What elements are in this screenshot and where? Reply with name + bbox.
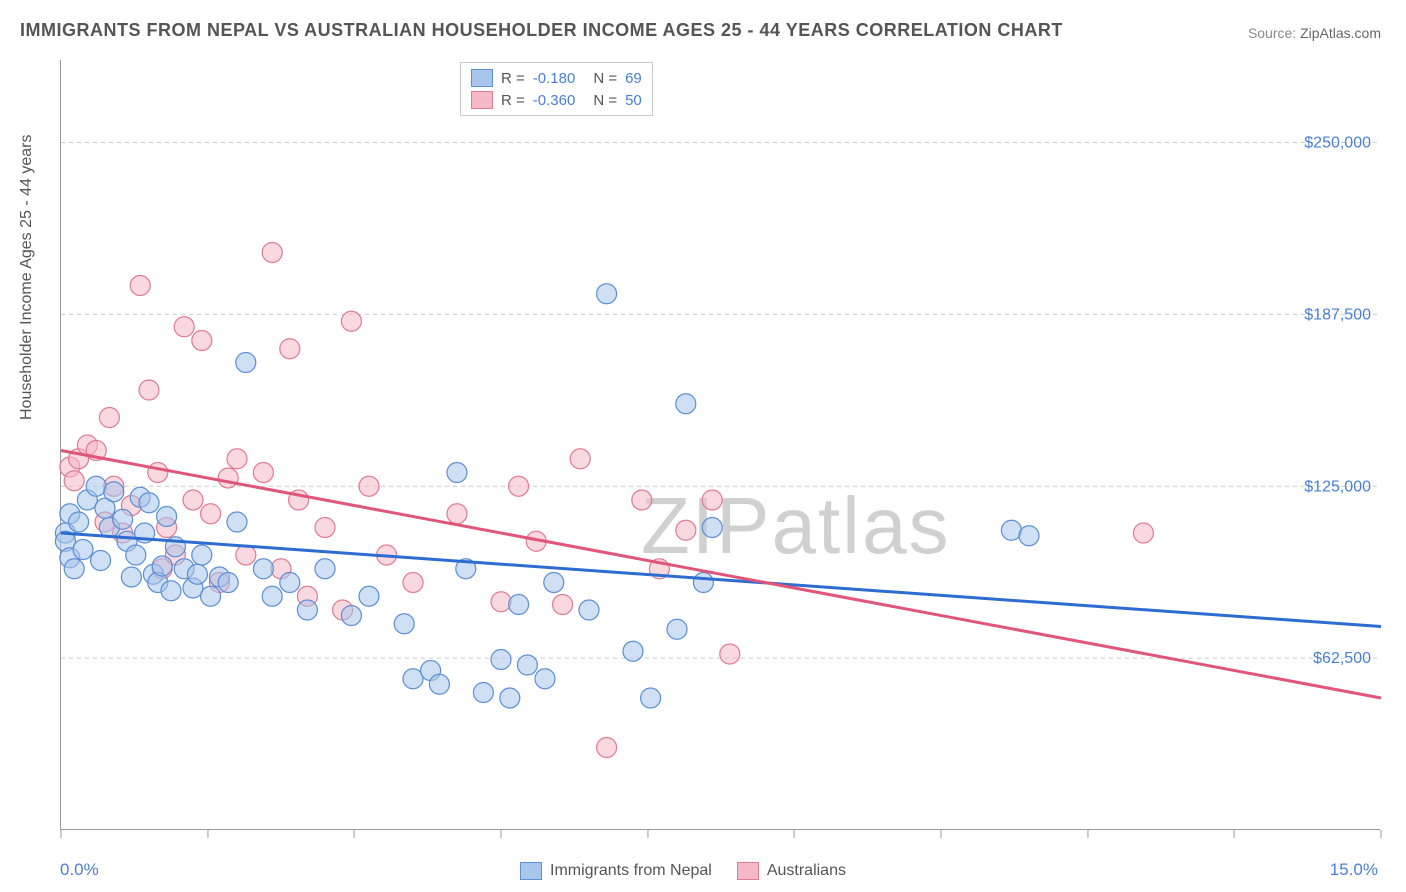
- n-label: N =: [593, 70, 617, 87]
- r-label: R =: [501, 92, 525, 109]
- r-value-series1: -0.180: [533, 70, 576, 87]
- legend-series: Immigrants from Nepal Australians: [520, 862, 846, 880]
- chart-svg: $62,500 $125,000 $187,500 $250,000: [61, 60, 1380, 829]
- n-value-series1: 69: [625, 70, 642, 87]
- legend-label-series1: Immigrants from Nepal: [550, 862, 712, 880]
- r-value-series2: -0.360: [533, 92, 576, 109]
- n-value-series2: 50: [625, 92, 642, 109]
- svg-text:$125,000: $125,000: [1304, 478, 1371, 495]
- chart-title: IMMIGRANTS FROM NEPAL VS AUSTRALIAN HOUS…: [20, 20, 1063, 41]
- n-label: N =: [593, 92, 617, 109]
- svg-text:$187,500: $187,500: [1304, 306, 1371, 323]
- source-value: ZipAtlas.com: [1300, 25, 1381, 41]
- swatch-series2: [471, 91, 493, 109]
- swatch-series1-bottom: [520, 862, 542, 880]
- legend-row-series1: R = -0.180 N = 69: [471, 67, 642, 89]
- source-attribution: Source: ZipAtlas.com: [1248, 25, 1381, 41]
- svg-text:$62,500: $62,500: [1313, 650, 1371, 667]
- x-tick-max: 15.0%: [1330, 860, 1378, 880]
- swatch-series2-bottom: [737, 862, 759, 880]
- plot-area: ZIPatlas $62,500$125,000$187,500$250,000: [60, 60, 1380, 830]
- legend-label-series2: Australians: [767, 862, 846, 880]
- legend-correlation: R = -0.180 N = 69 R = -0.360 N = 50: [460, 62, 653, 116]
- swatch-series1: [471, 69, 493, 87]
- legend-item-series2: Australians: [737, 862, 846, 880]
- r-label: R =: [501, 70, 525, 87]
- legend-item-series1: Immigrants from Nepal: [520, 862, 712, 880]
- x-tick-min: 0.0%: [60, 860, 99, 880]
- source-label: Source:: [1248, 25, 1296, 41]
- svg-text:$250,000: $250,000: [1304, 135, 1371, 152]
- legend-row-series2: R = -0.360 N = 50: [471, 89, 642, 111]
- y-axis-label: Householder Income Ages 25 - 44 years: [18, 135, 36, 421]
